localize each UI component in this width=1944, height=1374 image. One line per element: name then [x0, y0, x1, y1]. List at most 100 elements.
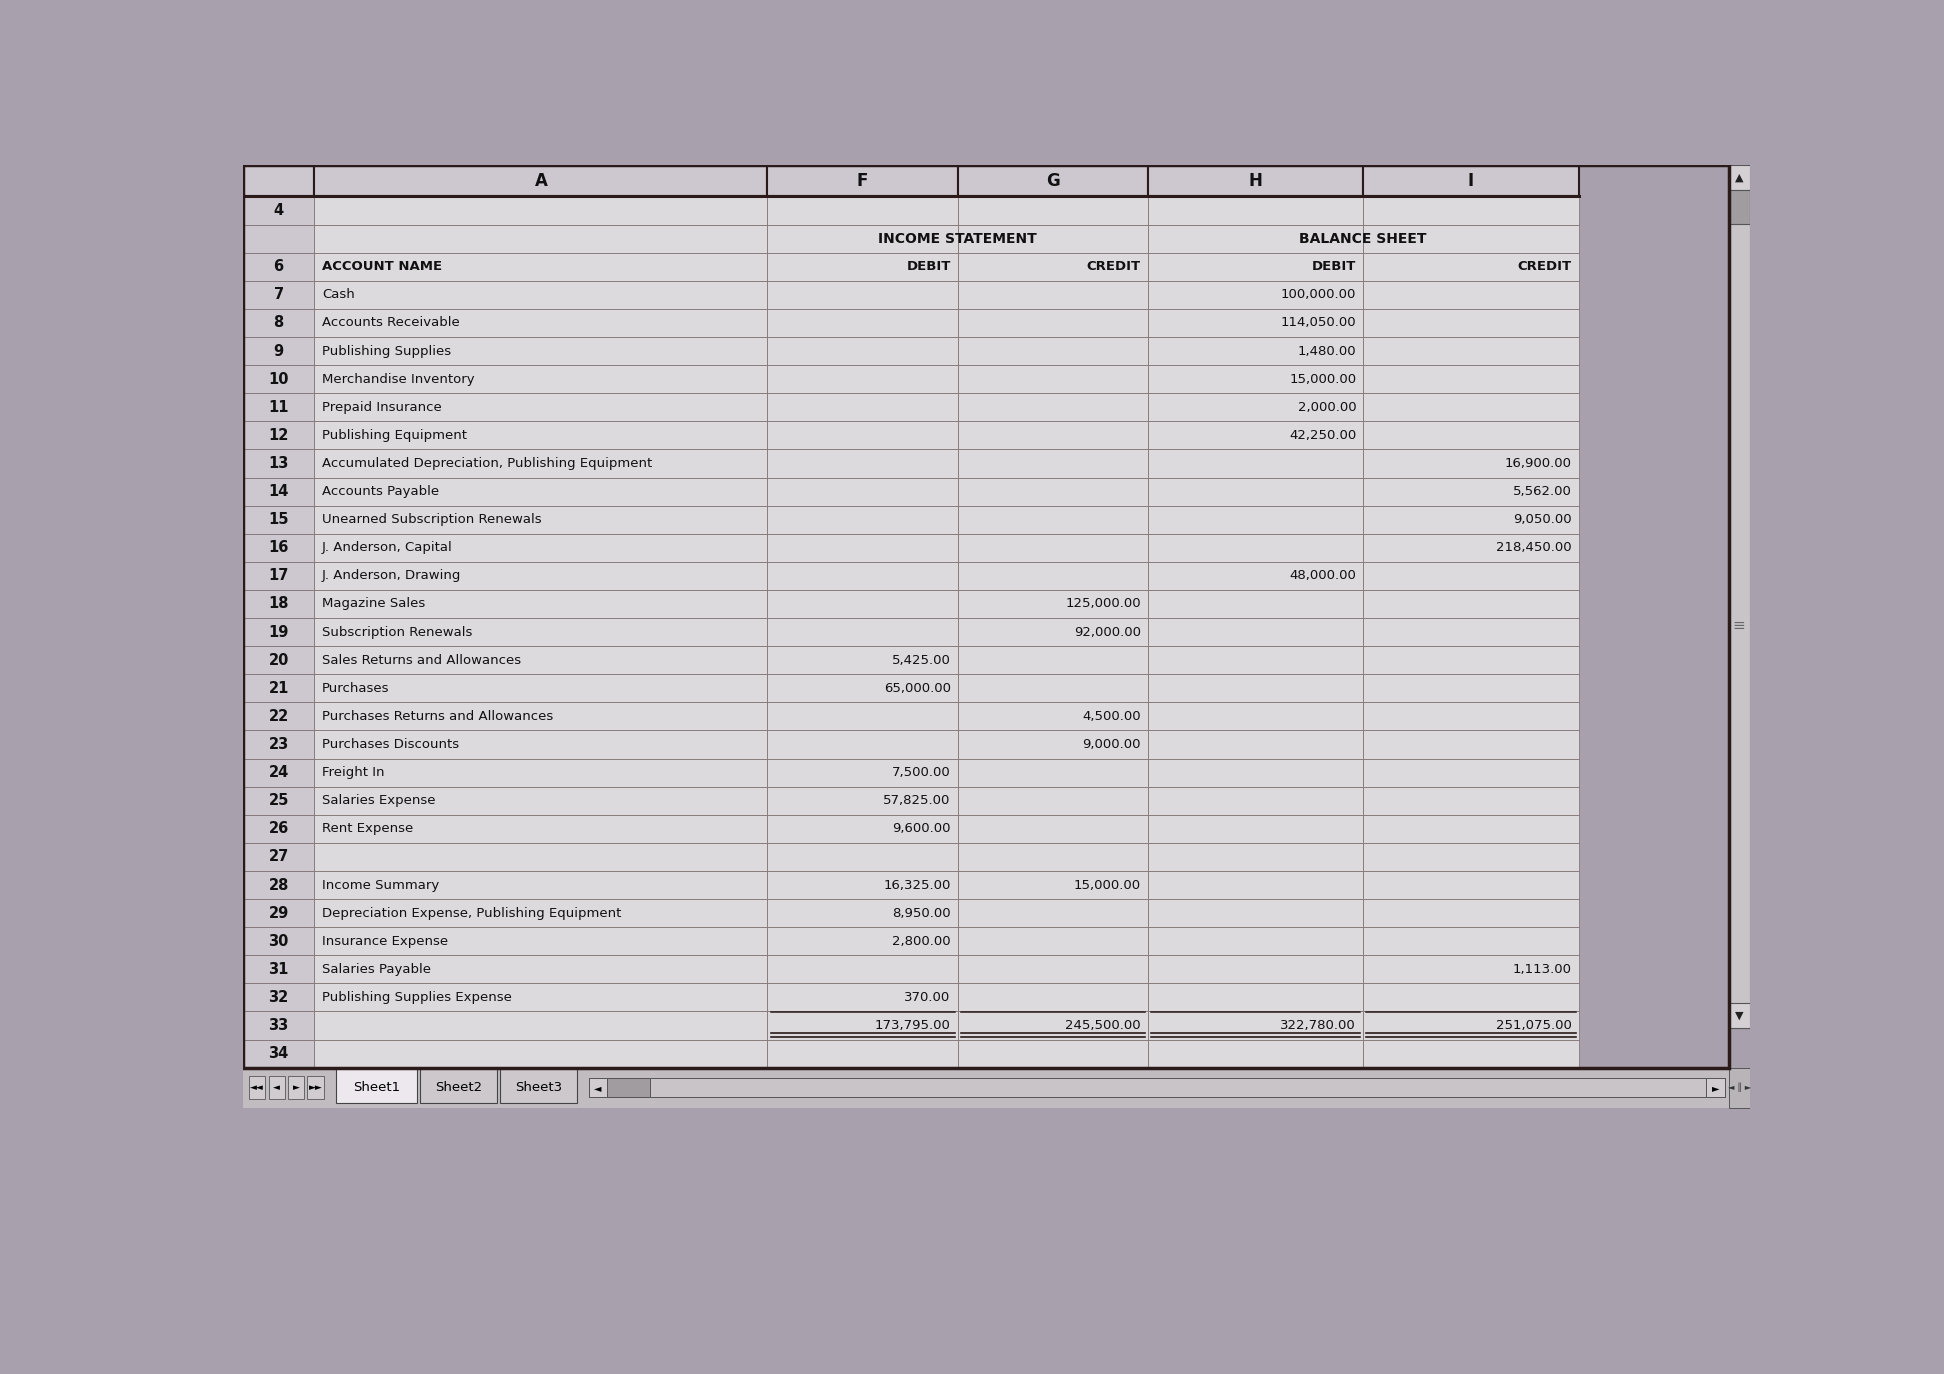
Bar — [768, 280, 958, 309]
Bar — [315, 224, 768, 253]
Bar — [1147, 165, 1363, 196]
Bar — [315, 984, 768, 1011]
Bar — [1363, 842, 1579, 871]
Text: ≡: ≡ — [1732, 618, 1746, 633]
Bar — [1147, 422, 1363, 449]
Bar — [1363, 196, 1579, 224]
Text: Sheet1: Sheet1 — [354, 1081, 400, 1094]
Bar — [768, 449, 958, 478]
Bar — [1363, 224, 1579, 253]
Bar — [315, 1011, 768, 1040]
Bar — [315, 562, 768, 589]
Bar — [958, 589, 1147, 618]
Text: 15,000.00: 15,000.00 — [1289, 372, 1357, 386]
Text: ◄: ◄ — [595, 1083, 603, 1092]
Bar — [1728, 1003, 1750, 1028]
Bar — [1363, 533, 1579, 562]
Text: 15: 15 — [268, 513, 290, 528]
Text: DEBIT: DEBIT — [1312, 260, 1357, 273]
Bar — [958, 393, 1147, 422]
Text: 92,000.00: 92,000.00 — [1073, 625, 1141, 639]
Bar — [1147, 589, 1363, 618]
Text: CREDIT: CREDIT — [1087, 260, 1141, 273]
Bar — [1363, 646, 1579, 675]
Bar — [768, 984, 958, 1011]
Bar — [268, 1076, 286, 1099]
Bar — [243, 758, 315, 787]
Text: 8,950.00: 8,950.00 — [892, 907, 951, 919]
Bar — [1147, 224, 1363, 253]
Bar — [958, 562, 1147, 589]
Bar — [336, 1068, 418, 1103]
Bar — [958, 165, 1147, 196]
Text: F: F — [857, 172, 869, 190]
Bar — [1363, 1040, 1579, 1068]
Text: 2,000.00: 2,000.00 — [1297, 401, 1357, 414]
Bar — [243, 646, 315, 675]
Bar — [315, 253, 768, 280]
Bar — [589, 1079, 607, 1096]
Bar — [243, 309, 315, 337]
Bar — [958, 1040, 1147, 1068]
Bar — [315, 815, 768, 842]
Text: Insurance Expense: Insurance Expense — [323, 934, 449, 948]
Text: ◄◄: ◄◄ — [251, 1083, 264, 1092]
Bar — [1728, 165, 1750, 1028]
Text: 21: 21 — [268, 680, 290, 695]
Text: ►►: ►► — [309, 1083, 323, 1092]
Text: 4,500.00: 4,500.00 — [1083, 710, 1141, 723]
Bar — [768, 533, 958, 562]
Bar — [315, 927, 768, 955]
Bar — [958, 731, 1147, 758]
Bar — [243, 927, 315, 955]
Bar — [1363, 618, 1579, 646]
Text: 31: 31 — [268, 962, 290, 977]
Bar — [768, 562, 958, 589]
Bar — [958, 309, 1147, 337]
Bar — [315, 533, 768, 562]
Text: 20: 20 — [268, 653, 290, 668]
Bar — [1147, 955, 1363, 984]
Text: 1,113.00: 1,113.00 — [1512, 963, 1571, 976]
Bar — [958, 1011, 1147, 1040]
Bar — [1147, 506, 1363, 533]
Bar — [768, 731, 958, 758]
Bar — [958, 675, 1147, 702]
Bar — [243, 422, 315, 449]
Bar — [315, 478, 768, 506]
Bar — [243, 280, 315, 309]
Bar — [768, 758, 958, 787]
Bar — [315, 1040, 768, 1068]
Bar — [1363, 702, 1579, 731]
Bar — [1363, 589, 1579, 618]
Text: 27: 27 — [268, 849, 290, 864]
Text: 245,500.00: 245,500.00 — [1065, 1020, 1141, 1032]
Bar — [768, 337, 958, 365]
Text: 7,500.00: 7,500.00 — [892, 767, 951, 779]
Bar — [315, 393, 768, 422]
Bar — [243, 955, 315, 984]
Bar — [1147, 702, 1363, 731]
Bar — [958, 280, 1147, 309]
Text: 9: 9 — [274, 344, 284, 359]
Bar — [243, 165, 315, 196]
Bar — [958, 927, 1147, 955]
Bar — [1363, 675, 1579, 702]
Text: 370.00: 370.00 — [904, 991, 951, 1004]
Bar — [1363, 731, 1579, 758]
Text: ▲: ▲ — [1734, 172, 1744, 183]
Bar — [243, 589, 315, 618]
Text: 16,900.00: 16,900.00 — [1505, 458, 1571, 470]
Bar — [243, 562, 315, 589]
Bar — [243, 842, 315, 871]
Bar — [1363, 787, 1579, 815]
Text: ACCOUNT NAME: ACCOUNT NAME — [323, 260, 441, 273]
Text: 5,425.00: 5,425.00 — [892, 654, 951, 666]
Bar — [768, 675, 958, 702]
Bar — [1147, 253, 1363, 280]
Bar — [958, 506, 1147, 533]
Bar — [1363, 337, 1579, 365]
Text: 33: 33 — [268, 1018, 290, 1033]
Text: 173,795.00: 173,795.00 — [875, 1020, 951, 1032]
Bar — [1363, 365, 1579, 393]
